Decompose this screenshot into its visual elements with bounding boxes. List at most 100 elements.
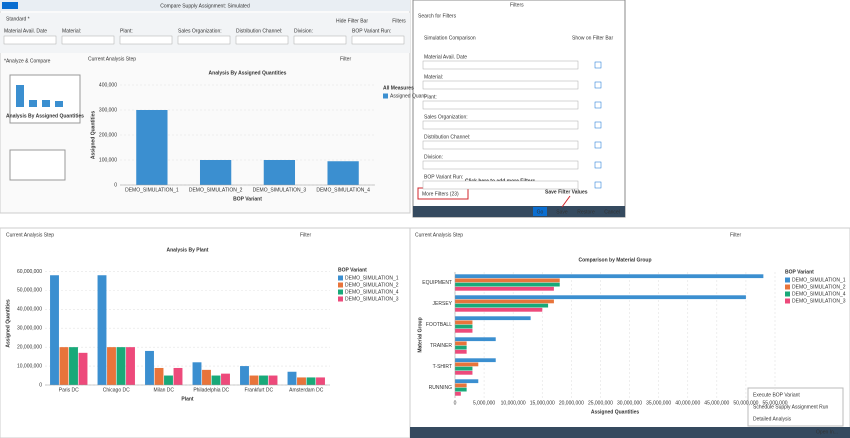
bar	[50, 275, 59, 385]
checkbox[interactable]	[594, 81, 602, 89]
more-filters[interactable]: More Filters (23)	[422, 191, 459, 197]
checkbox[interactable]	[594, 121, 602, 129]
bar	[306, 377, 316, 385]
open-in[interactable]: Open In...	[816, 429, 838, 435]
field-input[interactable]	[422, 100, 579, 110]
bar	[126, 347, 135, 385]
filter-input[interactable]	[235, 35, 289, 45]
legend-swatch	[338, 296, 343, 302]
dialog-button[interactable]: Cancel	[604, 209, 620, 215]
field-input[interactable]	[422, 80, 579, 90]
filter-link[interactable]: Filter	[300, 232, 311, 238]
y-tick-label: 10,000,000	[17, 363, 42, 369]
field-input[interactable]	[422, 140, 579, 150]
x-tick-label: 50,000,000	[733, 400, 758, 406]
field-input[interactable]	[422, 180, 579, 190]
hide-filter-bar[interactable]: Hide Filter Bar	[336, 18, 368, 24]
field-input[interactable]	[422, 160, 579, 170]
filter-label: BOP Variant Run:	[352, 28, 391, 34]
bar	[145, 350, 154, 385]
checkbox[interactable]	[594, 101, 602, 109]
legend-label: DEMO_SIMULATION_3	[792, 298, 846, 304]
legend-swatch	[785, 291, 790, 297]
bar	[202, 369, 211, 385]
x-tick-label: Frankfurt DC	[244, 387, 273, 393]
bar	[455, 391, 461, 396]
bar	[136, 110, 168, 185]
filters-button[interactable]: Filters	[392, 18, 406, 24]
legend-title: BOP Variant	[785, 269, 814, 275]
bar	[116, 347, 126, 385]
legend-swatch	[785, 284, 790, 290]
y-tick-label: 20,000,000	[17, 344, 42, 350]
bar	[59, 347, 69, 385]
field-input[interactable]	[422, 60, 579, 70]
variant[interactable]: Standard *	[6, 16, 30, 22]
y-tick-label: 200,000	[99, 132, 117, 138]
x-axis-label: Assigned Quantities	[591, 409, 640, 415]
bar	[69, 347, 78, 385]
checkbox[interactable]	[594, 161, 602, 169]
y-tick-label: 100,000	[99, 157, 117, 163]
bar	[455, 320, 473, 325]
dialog-button[interactable]: Go	[537, 209, 544, 215]
thumbnail-bar	[16, 85, 24, 107]
thumbnail-2[interactable]	[9, 149, 66, 181]
thumbnail-bar	[42, 100, 50, 107]
bar	[455, 286, 554, 291]
x-tick-label: 25,000,000	[588, 400, 613, 406]
y-tick-label: JERSEY	[433, 301, 453, 307]
x-tick-label: Milan DC	[153, 387, 174, 393]
bar	[78, 352, 88, 385]
checkbox[interactable]	[594, 181, 602, 189]
bar	[173, 367, 183, 385]
legend-swatch	[785, 298, 790, 304]
field-label: Distribution Channel:	[424, 134, 470, 140]
bar	[455, 345, 467, 350]
y-tick-label: FOOTBALL	[426, 322, 452, 328]
filter-link[interactable]: Filter	[340, 56, 351, 62]
annotation: Save Filter Values	[545, 189, 588, 195]
bar	[455, 362, 479, 367]
filter-link[interactable]: Filter	[730, 232, 741, 238]
filter-label: Plant:	[120, 28, 133, 34]
checkbox[interactable]	[594, 61, 602, 69]
search[interactable]: Search for Filters	[418, 13, 457, 19]
filter-input[interactable]	[177, 35, 231, 45]
bar	[455, 316, 531, 321]
menu-item[interactable]: Execute BOP Variant	[753, 392, 800, 398]
y-tick-label: RUNNING	[429, 385, 452, 391]
thumbnail-bar	[29, 100, 37, 107]
dialog-button[interactable]: Restore	[577, 209, 595, 215]
y-axis-label: Assigned Quantities	[5, 299, 11, 348]
filter-input[interactable]	[119, 35, 173, 45]
filter-input[interactable]	[61, 35, 115, 45]
bar	[249, 375, 259, 385]
chart-title: Comparison by Material Group	[578, 257, 651, 263]
filter-input[interactable]	[3, 35, 57, 45]
bar	[455, 324, 473, 329]
bar	[259, 375, 268, 385]
x-tick-label: DEMO_SIMULATION_1	[125, 187, 179, 193]
x-tick-label: 5,000,000	[473, 400, 495, 406]
bar	[455, 328, 473, 333]
bar	[327, 161, 359, 185]
legend-label: DEMO_SIMULATION_2	[792, 284, 846, 290]
field-label: Plant:	[424, 94, 437, 100]
x-tick-label: 15,000,000	[530, 400, 555, 406]
legend-title: BOP Variant	[338, 267, 367, 273]
bar	[455, 307, 543, 312]
shell-bar	[0, 0, 410, 11]
filter-input[interactable]	[293, 35, 347, 45]
x-tick-label: 45,000,000	[704, 400, 729, 406]
dialog-button[interactable]: Save	[556, 209, 568, 215]
field-input[interactable]	[422, 120, 579, 130]
x-tick-label: DEMO_SIMULATION_2	[189, 187, 243, 193]
y-tick-label: TRAINER	[430, 343, 452, 349]
menu-item[interactable]: Schedule Supply Assignment Run	[753, 404, 829, 410]
menu-item[interactable]: Detailed Analysis	[753, 416, 792, 422]
bottom-left-panel	[0, 227, 411, 438]
checkbox[interactable]	[594, 141, 602, 149]
field-label: Material:	[424, 74, 443, 80]
filter-input[interactable]	[351, 35, 405, 45]
